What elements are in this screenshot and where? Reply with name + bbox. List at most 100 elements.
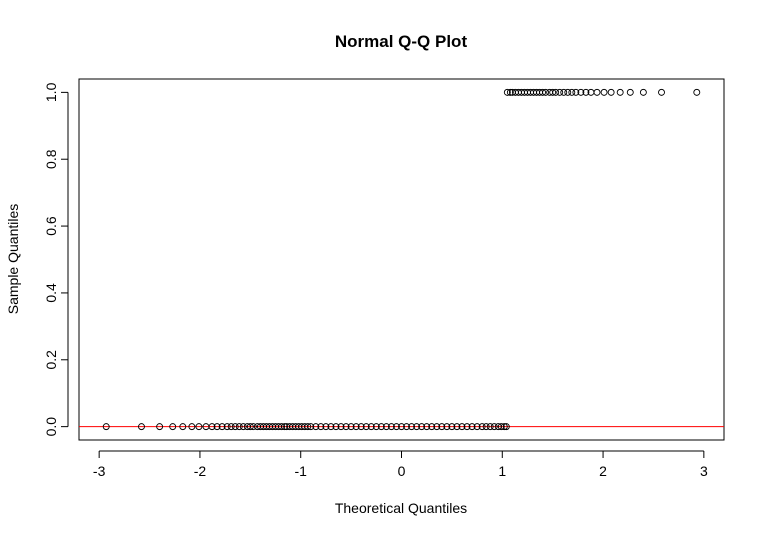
data-point [278, 423, 286, 431]
data-point [542, 88, 550, 96]
data-point [490, 423, 498, 431]
data-point [549, 88, 557, 96]
data-point [443, 423, 451, 431]
plot-frame [78, 78, 725, 441]
data-point [208, 423, 216, 431]
y-tick-label: 0.4 [43, 283, 59, 303]
data-point [693, 88, 701, 96]
x-tick-label: 1 [498, 463, 506, 479]
data-point [582, 88, 590, 96]
data-point [453, 423, 461, 431]
data-point [497, 423, 505, 431]
chart-title: Normal Q-Q Plot [335, 32, 468, 51]
data-point [506, 88, 514, 96]
data-point [500, 423, 508, 431]
data-point [393, 423, 400, 431]
data-point [408, 423, 416, 431]
data-point [503, 88, 511, 96]
data-point [502, 423, 510, 431]
data-point [227, 423, 235, 431]
data-point [607, 88, 615, 96]
data-point [231, 423, 239, 431]
data-point [347, 423, 355, 431]
data-point [458, 423, 466, 431]
data-point [317, 423, 325, 431]
data-point [626, 88, 634, 96]
y-axis-label: Sample Quantiles [5, 204, 21, 315]
data-point [281, 423, 289, 431]
y-tick-label: 0.6 [43, 216, 59, 236]
data-point [156, 423, 164, 431]
x-tick-label: -3 [93, 463, 106, 479]
data-point [387, 423, 395, 431]
data-point [223, 423, 231, 431]
data-point [568, 88, 576, 96]
data-point [188, 423, 196, 431]
data-point [372, 423, 380, 431]
data-point [413, 423, 421, 431]
x-tick-label: -1 [294, 463, 307, 479]
data-point [616, 88, 624, 96]
x-tick-label: 2 [599, 463, 607, 479]
data-point [352, 423, 360, 431]
data-point [246, 423, 254, 431]
data-point [560, 88, 568, 96]
data-point [179, 423, 187, 431]
data-point [377, 423, 385, 431]
data-point [239, 423, 247, 431]
data-point [418, 423, 426, 431]
data-point [327, 423, 335, 431]
data-point [593, 88, 601, 96]
data-point [398, 423, 405, 431]
data-point [478, 423, 486, 431]
data-point [539, 88, 547, 96]
data-point [195, 423, 203, 431]
data-point [382, 423, 390, 431]
data-point [423, 423, 431, 431]
data-point [468, 423, 476, 431]
data-point [332, 423, 340, 431]
data-point [572, 88, 580, 96]
data-point [577, 88, 585, 96]
data-point [362, 423, 370, 431]
data-point [138, 423, 145, 431]
data-point [102, 423, 110, 431]
data-point [235, 423, 243, 431]
data-point [600, 88, 608, 96]
data-point [312, 423, 320, 431]
x-axis: -3 -2 -1 0 1 2 3 [93, 450, 708, 479]
data-point [169, 423, 177, 431]
data-point [639, 88, 647, 96]
data-point [357, 423, 365, 431]
x-tick-label: -2 [194, 463, 207, 479]
x-axis-label: Theoretical Quantiles [335, 500, 467, 516]
data-point [552, 88, 560, 96]
data-point [473, 423, 481, 431]
y-axis: 0.0 0.2 0.4 0.6 0.8 1.0 [43, 82, 69, 437]
data-point [564, 88, 572, 96]
data-point [658, 88, 665, 96]
data-point [307, 423, 315, 431]
data-point [482, 423, 490, 431]
data-point [448, 423, 456, 431]
data-point [438, 423, 446, 431]
data-point [249, 423, 257, 431]
x-tick-label: 0 [398, 463, 406, 479]
y-tick-label: 0.8 [43, 149, 59, 169]
data-point [428, 423, 436, 431]
y-tick-label: 0.0 [43, 417, 59, 437]
data-point [486, 423, 494, 431]
data-point [304, 423, 312, 431]
data-point [342, 423, 350, 431]
data-point [367, 423, 375, 431]
y-tick-label: 0.2 [43, 350, 59, 370]
data-point [337, 423, 345, 431]
data-point [433, 423, 441, 431]
data-point [213, 423, 221, 431]
data-point [463, 423, 471, 431]
data-point [556, 88, 564, 96]
x-tick-label: 3 [700, 463, 708, 479]
data-point [403, 423, 410, 431]
points-group [102, 88, 701, 431]
